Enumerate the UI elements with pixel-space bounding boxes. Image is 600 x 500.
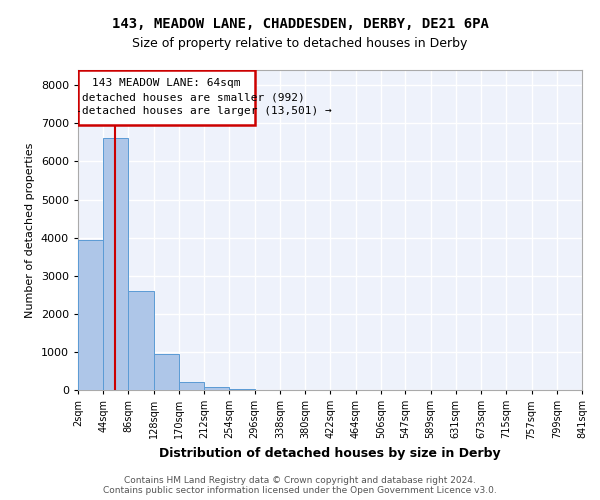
Bar: [154, 354, 179, 390]
Bar: [229, 389, 254, 390]
Y-axis label: Number of detached properties: Number of detached properties: [25, 142, 35, 318]
Bar: [204, 387, 229, 390]
Text: 93% of semi-detached houses are larger (13,501) →: 93% of semi-detached houses are larger (…: [1, 106, 332, 116]
Text: ← 7% of detached houses are smaller (992): ← 7% of detached houses are smaller (992…: [28, 92, 305, 102]
Text: Contains HM Land Registry data © Crown copyright and database right 2024.
Contai: Contains HM Land Registry data © Crown c…: [103, 476, 497, 495]
Bar: [103, 138, 128, 390]
FancyBboxPatch shape: [78, 70, 254, 125]
Bar: [179, 382, 204, 390]
Bar: [128, 291, 154, 390]
X-axis label: Distribution of detached houses by size in Derby: Distribution of detached houses by size …: [159, 447, 501, 460]
Text: 143 MEADOW LANE: 64sqm: 143 MEADOW LANE: 64sqm: [92, 78, 241, 88]
Text: 143, MEADOW LANE, CHADDESDEN, DERBY, DE21 6PA: 143, MEADOW LANE, CHADDESDEN, DERBY, DE2…: [112, 18, 488, 32]
Text: Size of property relative to detached houses in Derby: Size of property relative to detached ho…: [133, 38, 467, 51]
Bar: [78, 240, 103, 390]
